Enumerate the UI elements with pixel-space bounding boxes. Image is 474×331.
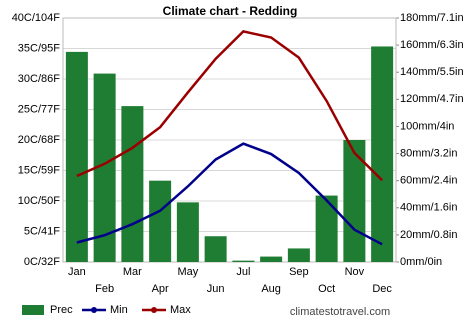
legend-marker (91, 307, 97, 313)
y-tick-label: 25C/77F (18, 103, 60, 115)
y2-tick-label: 80mm/3.2in (400, 147, 457, 159)
bar (315, 195, 338, 262)
bar (149, 180, 172, 262)
x-tick-label: Mar (123, 266, 142, 278)
y2-tick-label: 0mm/0in (400, 256, 442, 268)
bar (343, 140, 366, 262)
line (76, 142, 383, 246)
y-tick-label: 0C/32F (24, 256, 60, 268)
bar (287, 248, 310, 262)
x-tick-label: May (177, 266, 198, 278)
y-tick-label: 15C/59F (18, 164, 60, 176)
y-tick-label: 20C/68F (18, 134, 60, 146)
y2-tick-label: 20mm/0.8in (400, 229, 457, 241)
y-tick-label: 5C/41F (24, 225, 60, 237)
y2-tick-label: 140mm/5.5in (400, 66, 464, 78)
x-tick-label: Apr (152, 283, 169, 295)
y-tick-label: 30C/86F (18, 73, 60, 85)
bar (371, 46, 394, 262)
bar (232, 260, 255, 262)
bar (65, 51, 88, 263)
bar (93, 73, 116, 262)
legend-marker (151, 307, 157, 313)
legend-label: Min (110, 304, 128, 316)
watermark: climatestotravel.com (290, 306, 390, 318)
line (76, 30, 384, 182)
plot-frame (62, 17, 397, 263)
bar (260, 256, 283, 262)
x-tick-label: Feb (95, 283, 114, 295)
legend-label: Max (170, 304, 191, 316)
bar (176, 202, 199, 262)
x-tick-label: Nov (345, 266, 365, 278)
legend-swatch (22, 305, 44, 315)
y2-tick-label: 180mm/7.1in (400, 12, 464, 24)
y2-tick-label: 160mm/6.3in (400, 39, 464, 51)
x-tick-label: Jan (68, 266, 86, 278)
chart-title: Climate chart - Redding (163, 4, 298, 18)
x-tick-label: Sep (289, 266, 309, 278)
x-tick-label: Oct (318, 283, 335, 295)
y-tick-label: 35C/95F (18, 42, 60, 54)
y2-tick-label: 40mm/1.6in (400, 202, 457, 214)
legend-label: Prec (50, 304, 73, 316)
x-tick-label: Jun (207, 283, 225, 295)
x-tick-label: Jul (236, 266, 250, 278)
bar (204, 236, 227, 262)
y-tick-label: 40C/104F (12, 12, 61, 24)
y2-tick-label: 100mm/4in (400, 120, 454, 132)
y2-tick-label: 60mm/2.4in (400, 175, 457, 187)
bar (121, 106, 144, 262)
x-tick-label: Aug (261, 283, 281, 295)
y2-tick-label: 120mm/4.7in (400, 93, 464, 105)
y-tick-label: 10C/50F (18, 195, 60, 207)
x-tick-label: Dec (372, 283, 392, 295)
